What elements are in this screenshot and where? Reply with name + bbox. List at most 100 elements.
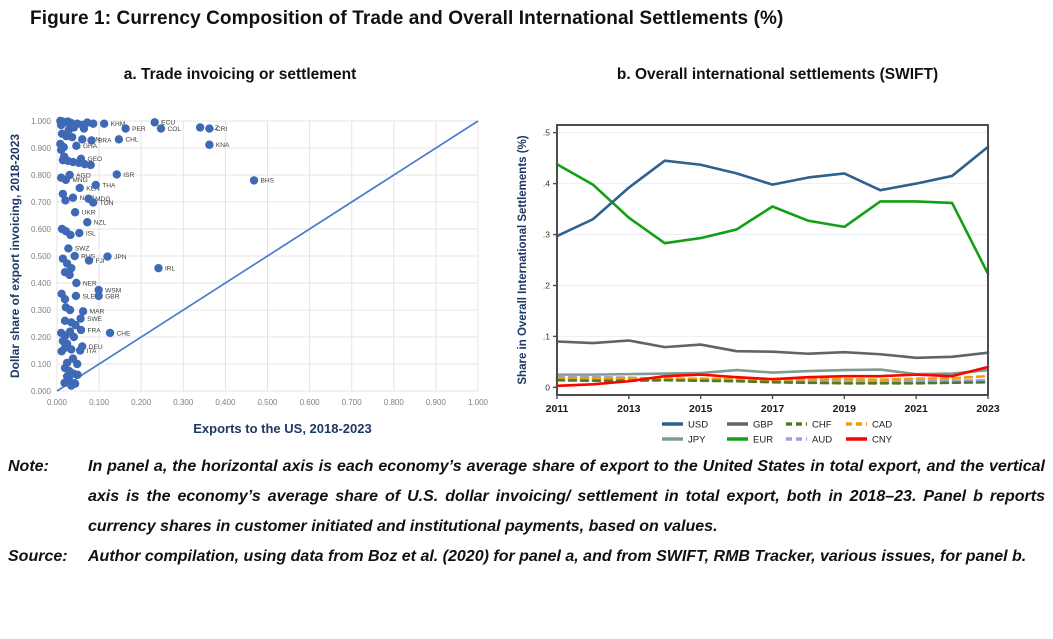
scatter-point — [114, 135, 124, 144]
scatter-point — [68, 193, 78, 202]
y-tick-label: 0.300 — [31, 306, 52, 315]
y-tick-label: .5 — [543, 128, 550, 138]
y-tick-label: 0.900 — [31, 144, 52, 153]
scatter-point — [150, 118, 159, 127]
point-label: KEN — [86, 185, 100, 192]
scatter-point — [94, 285, 103, 295]
y-axis-label: Dollar share of export invoicing, 2018-2… — [8, 134, 22, 378]
point-label: WSM — [105, 287, 121, 294]
scatter-point — [86, 160, 95, 170]
y-tick-label: 1.000 — [31, 117, 52, 126]
scatter-point — [89, 119, 98, 128]
scatter-point — [78, 135, 87, 144]
scatter-point — [121, 124, 130, 133]
x-axis-label: Exports to the US, 2018-2023 — [193, 421, 371, 436]
scatter-point — [71, 291, 81, 301]
scatter-point — [67, 345, 76, 354]
point-label: MNG — [72, 177, 87, 184]
scatter-point — [87, 136, 96, 145]
y-tick-label: 0.200 — [31, 333, 52, 342]
point-label: ISL — [86, 230, 96, 237]
x-tick-label: 2019 — [833, 403, 857, 415]
scatter-point — [94, 291, 103, 301]
y-tick-label: 0 — [545, 382, 550, 392]
scatter-point — [154, 263, 163, 273]
legend-label-aud: AUD — [812, 434, 832, 445]
scatter-point — [57, 120, 66, 130]
scatter-point — [65, 270, 74, 280]
point-label: MAR — [90, 309, 105, 316]
scatter-point — [83, 218, 92, 227]
scatter-point — [103, 252, 112, 261]
point-label: NZL — [94, 220, 107, 227]
point-label: FRA — [87, 327, 101, 334]
legend-label-jpy: JPY — [688, 434, 706, 445]
scatter-point — [57, 173, 66, 182]
figure-notes: Note: In panel a, the horizontal axis is… — [8, 452, 1045, 572]
scatter-point — [64, 244, 73, 253]
scatter-point — [70, 208, 80, 217]
series-line-eur — [555, 162, 990, 276]
scatter-point — [72, 141, 81, 151]
point-label: KNA — [216, 142, 230, 149]
scatter-point — [76, 325, 86, 335]
scatter-point — [60, 295, 70, 304]
y-tick-label: 0.400 — [31, 279, 52, 288]
legend-label-chf: CHF — [812, 419, 832, 430]
point-label: SWE — [87, 316, 103, 323]
legend-label-gbp: GBP — [753, 419, 773, 430]
scatter-point — [67, 133, 77, 142]
note-label: Note: — [8, 458, 49, 475]
scatter-point — [91, 180, 100, 190]
scatter-point — [75, 346, 85, 355]
scatter-point — [71, 320, 80, 330]
y-tick-label: .4 — [543, 179, 550, 189]
scatter-point — [72, 278, 81, 288]
x-tick-label: 0.900 — [426, 398, 447, 407]
scatter-point — [67, 381, 76, 390]
y-tick-label: 0.500 — [31, 252, 52, 261]
x-tick-label: 2013 — [617, 403, 641, 415]
scatter-point — [84, 256, 94, 265]
x-tick-label: 0.000 — [47, 398, 68, 407]
figure-title: Figure 1: Currency Composition of Trade … — [30, 8, 784, 29]
plot-frame — [556, 124, 989, 396]
point-label: AGO — [76, 172, 91, 179]
x-tick-label: 0.700 — [342, 398, 363, 407]
scatter-point — [78, 307, 88, 316]
scatter-point — [66, 230, 75, 240]
x-tick-label: 2011 — [546, 403, 569, 415]
point-label: KHM — [111, 121, 126, 128]
scatter-point — [99, 119, 109, 128]
note-row: Note: In panel a, the horizontal axis is… — [8, 452, 1045, 542]
point-label: JPN — [114, 254, 127, 261]
point-label: DEU — [89, 344, 103, 351]
point-label: UKR — [82, 210, 96, 217]
panel-b-line-chart: 0 .1 .2 .3 .4 .5 2011 2013 2015 2017 2019 2021 2023 S… — [515, 110, 1053, 460]
x-tick-label: 0.800 — [384, 398, 405, 407]
point-label: FJI — [95, 258, 104, 265]
line-chart-svg: 0 .1 .2 .3 .4 .5 2011 2013 2015 2017 2019 2021 2023 S… — [517, 124, 1000, 445]
point-label: ITA — [87, 348, 97, 355]
point-label: BHS — [261, 178, 275, 185]
y-tick-label: 0.100 — [31, 360, 52, 369]
point-label: NER — [83, 280, 97, 287]
scatter-point — [75, 183, 84, 193]
legend-label-eur: EUR — [753, 434, 773, 445]
scatter-point — [79, 124, 89, 133]
x-tick-label: 1.000 — [468, 398, 489, 407]
x-tick-label: 0.100 — [89, 398, 110, 407]
scatter-point — [105, 328, 115, 338]
point-label: ISR — [123, 172, 134, 179]
x-tick-label: 0.500 — [257, 398, 278, 407]
point-label: GEO — [87, 156, 102, 163]
diagonal-line — [56, 120, 479, 392]
scatter-point — [70, 251, 79, 261]
x-tick-label: 2021 — [904, 403, 928, 415]
source-label: Source: — [8, 548, 68, 565]
point-label: SLE — [82, 293, 95, 300]
scatter-point — [61, 196, 70, 205]
scatter-point — [195, 123, 205, 132]
note-text: In panel a, the horizontal axis is each … — [88, 458, 1045, 535]
scatter-point — [67, 263, 76, 273]
